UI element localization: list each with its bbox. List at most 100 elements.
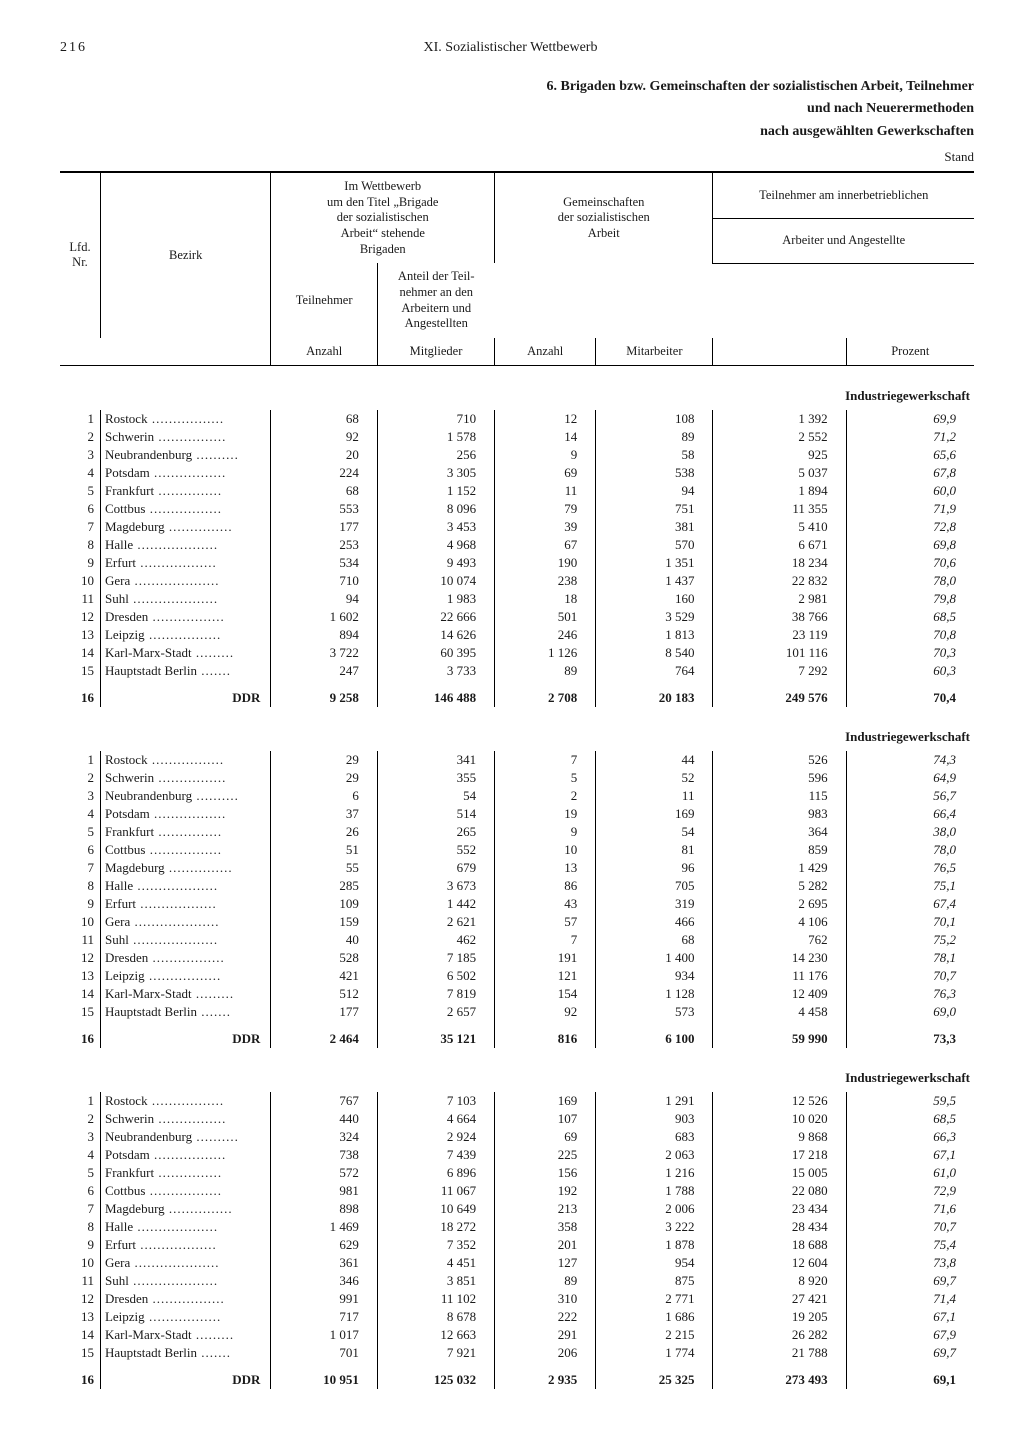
row-number: 15 xyxy=(60,1003,100,1021)
table-row: 9Erfurt ..................5349 4931901 3… xyxy=(60,554,974,572)
value-cell: 92 xyxy=(271,428,378,446)
ddr-label: DDR xyxy=(100,1362,270,1389)
value-cell: 310 xyxy=(495,1290,596,1308)
bezirk-cell: Dresden ................. xyxy=(100,949,270,967)
value-cell: 364 xyxy=(713,823,846,841)
row-number: 11 xyxy=(60,931,100,949)
bezirk-cell: Dresden ................. xyxy=(100,1290,270,1308)
value-cell: 3 222 xyxy=(596,1218,713,1236)
value-cell: 67,4 xyxy=(846,895,974,913)
hdr-anzahl-1: Anzahl xyxy=(271,338,378,366)
value-cell: 57 xyxy=(495,913,596,931)
table-row: 14Karl-Marx-Stadt .........3 72260 3951 … xyxy=(60,644,974,662)
row-number: 5 xyxy=(60,482,100,500)
value-cell: 29 xyxy=(271,751,378,769)
value-cell: 60,3 xyxy=(846,662,974,680)
value-cell: 1 686 xyxy=(596,1308,713,1326)
value-cell: 109 xyxy=(271,895,378,913)
value-cell: 934 xyxy=(596,967,713,985)
table-row: 4Potsdam .................2243 305695385… xyxy=(60,464,974,482)
table-row: 3Neubrandenburg ..........2025695892565,… xyxy=(60,446,974,464)
value-cell: 101 116 xyxy=(713,644,846,662)
ddr-value-cell: 20 183 xyxy=(596,680,713,707)
value-cell: 256 xyxy=(377,446,494,464)
value-cell: 56,7 xyxy=(846,787,974,805)
table-row: 13Leipzig .................4216 50212193… xyxy=(60,967,974,985)
value-cell: 27 421 xyxy=(713,1290,846,1308)
table-row: 4Potsdam .................7387 4392252 0… xyxy=(60,1146,974,1164)
value-cell: 954 xyxy=(596,1254,713,1272)
value-cell: 6 896 xyxy=(377,1164,494,1182)
ddr-label: DDR xyxy=(100,1021,270,1048)
row-number: 16 xyxy=(60,1021,100,1048)
value-cell: 70,3 xyxy=(846,644,974,662)
value-cell: 1 602 xyxy=(271,608,378,626)
value-cell: 1 351 xyxy=(596,554,713,572)
table-row: 3Neubrandenburg ..........65421111556,7 xyxy=(60,787,974,805)
value-cell: 572 xyxy=(271,1164,378,1182)
row-number: 6 xyxy=(60,1182,100,1200)
value-cell: 701 xyxy=(271,1344,378,1362)
value-cell: 19 205 xyxy=(713,1308,846,1326)
page-number: 216 xyxy=(60,40,87,56)
bezirk-cell: Dresden ................. xyxy=(100,608,270,626)
ddr-value-cell: 2 464 xyxy=(271,1021,378,1048)
hdr-teilnehmer: Teilnehmer xyxy=(271,263,378,338)
table-row: 8Halle ...................2534 968675706… xyxy=(60,536,974,554)
value-cell: 9 868 xyxy=(713,1128,846,1146)
bezirk-cell: Hauptstadt Berlin ....... xyxy=(100,1003,270,1021)
row-number: 3 xyxy=(60,446,100,464)
value-cell: 319 xyxy=(596,895,713,913)
table-row: 1Rostock .................2934174452674,… xyxy=(60,751,974,769)
value-cell: 1 400 xyxy=(596,949,713,967)
value-cell: 67 xyxy=(495,536,596,554)
value-cell: 59,5 xyxy=(846,1092,974,1110)
value-cell: 7 292 xyxy=(713,662,846,680)
table-row: 4Potsdam .................37514191699836… xyxy=(60,805,974,823)
value-cell: 94 xyxy=(271,590,378,608)
value-cell: 2 xyxy=(495,787,596,805)
value-cell: 169 xyxy=(495,1092,596,1110)
value-cell: 86 xyxy=(495,877,596,895)
table-row: 1Rostock .................7677 1031691 2… xyxy=(60,1092,974,1110)
bezirk-cell: Suhl .................... xyxy=(100,1272,270,1290)
value-cell: 76,5 xyxy=(846,859,974,877)
value-cell: 72,8 xyxy=(846,518,974,536)
row-number: 9 xyxy=(60,895,100,913)
ddr-value-cell: 69,1 xyxy=(846,1362,974,1389)
value-cell: 89 xyxy=(495,1272,596,1290)
value-cell: 512 xyxy=(271,985,378,1003)
stats-table: Lfd. Nr. Bezirk Im Wettbewerb um den Tit… xyxy=(60,171,974,1389)
value-cell: 462 xyxy=(377,931,494,949)
value-cell: 2 006 xyxy=(596,1200,713,1218)
value-cell: 5 282 xyxy=(713,877,846,895)
value-cell: 54 xyxy=(596,823,713,841)
value-cell: 538 xyxy=(596,464,713,482)
row-number: 3 xyxy=(60,1128,100,1146)
value-cell: 1 894 xyxy=(713,482,846,500)
value-cell: 108 xyxy=(596,410,713,428)
table-row: 14Karl-Marx-Stadt .........5127 8191541 … xyxy=(60,985,974,1003)
value-cell: 8 678 xyxy=(377,1308,494,1326)
value-cell: 26 xyxy=(271,823,378,841)
row-number: 8 xyxy=(60,877,100,895)
table-row: 8Halle ...................2853 673867055… xyxy=(60,877,974,895)
value-cell: 71,9 xyxy=(846,500,974,518)
value-cell: 38,0 xyxy=(846,823,974,841)
value-cell: 2 657 xyxy=(377,1003,494,1021)
value-cell: 70,1 xyxy=(846,913,974,931)
ddr-value-cell: 9 258 xyxy=(271,680,378,707)
value-cell: 18 234 xyxy=(713,554,846,572)
value-cell: 2 621 xyxy=(377,913,494,931)
value-cell: 679 xyxy=(377,859,494,877)
value-cell: 3 673 xyxy=(377,877,494,895)
value-cell: 18 688 xyxy=(713,1236,846,1254)
bezirk-cell: Karl-Marx-Stadt ......... xyxy=(100,1326,270,1344)
value-cell: 7 921 xyxy=(377,1344,494,1362)
row-number: 16 xyxy=(60,1362,100,1389)
table-row: 7Magdeburg ...............89810 6492132 … xyxy=(60,1200,974,1218)
row-number: 9 xyxy=(60,554,100,572)
value-cell: 68 xyxy=(271,410,378,428)
value-cell: 738 xyxy=(271,1146,378,1164)
bezirk-cell: Frankfurt ............... xyxy=(100,823,270,841)
